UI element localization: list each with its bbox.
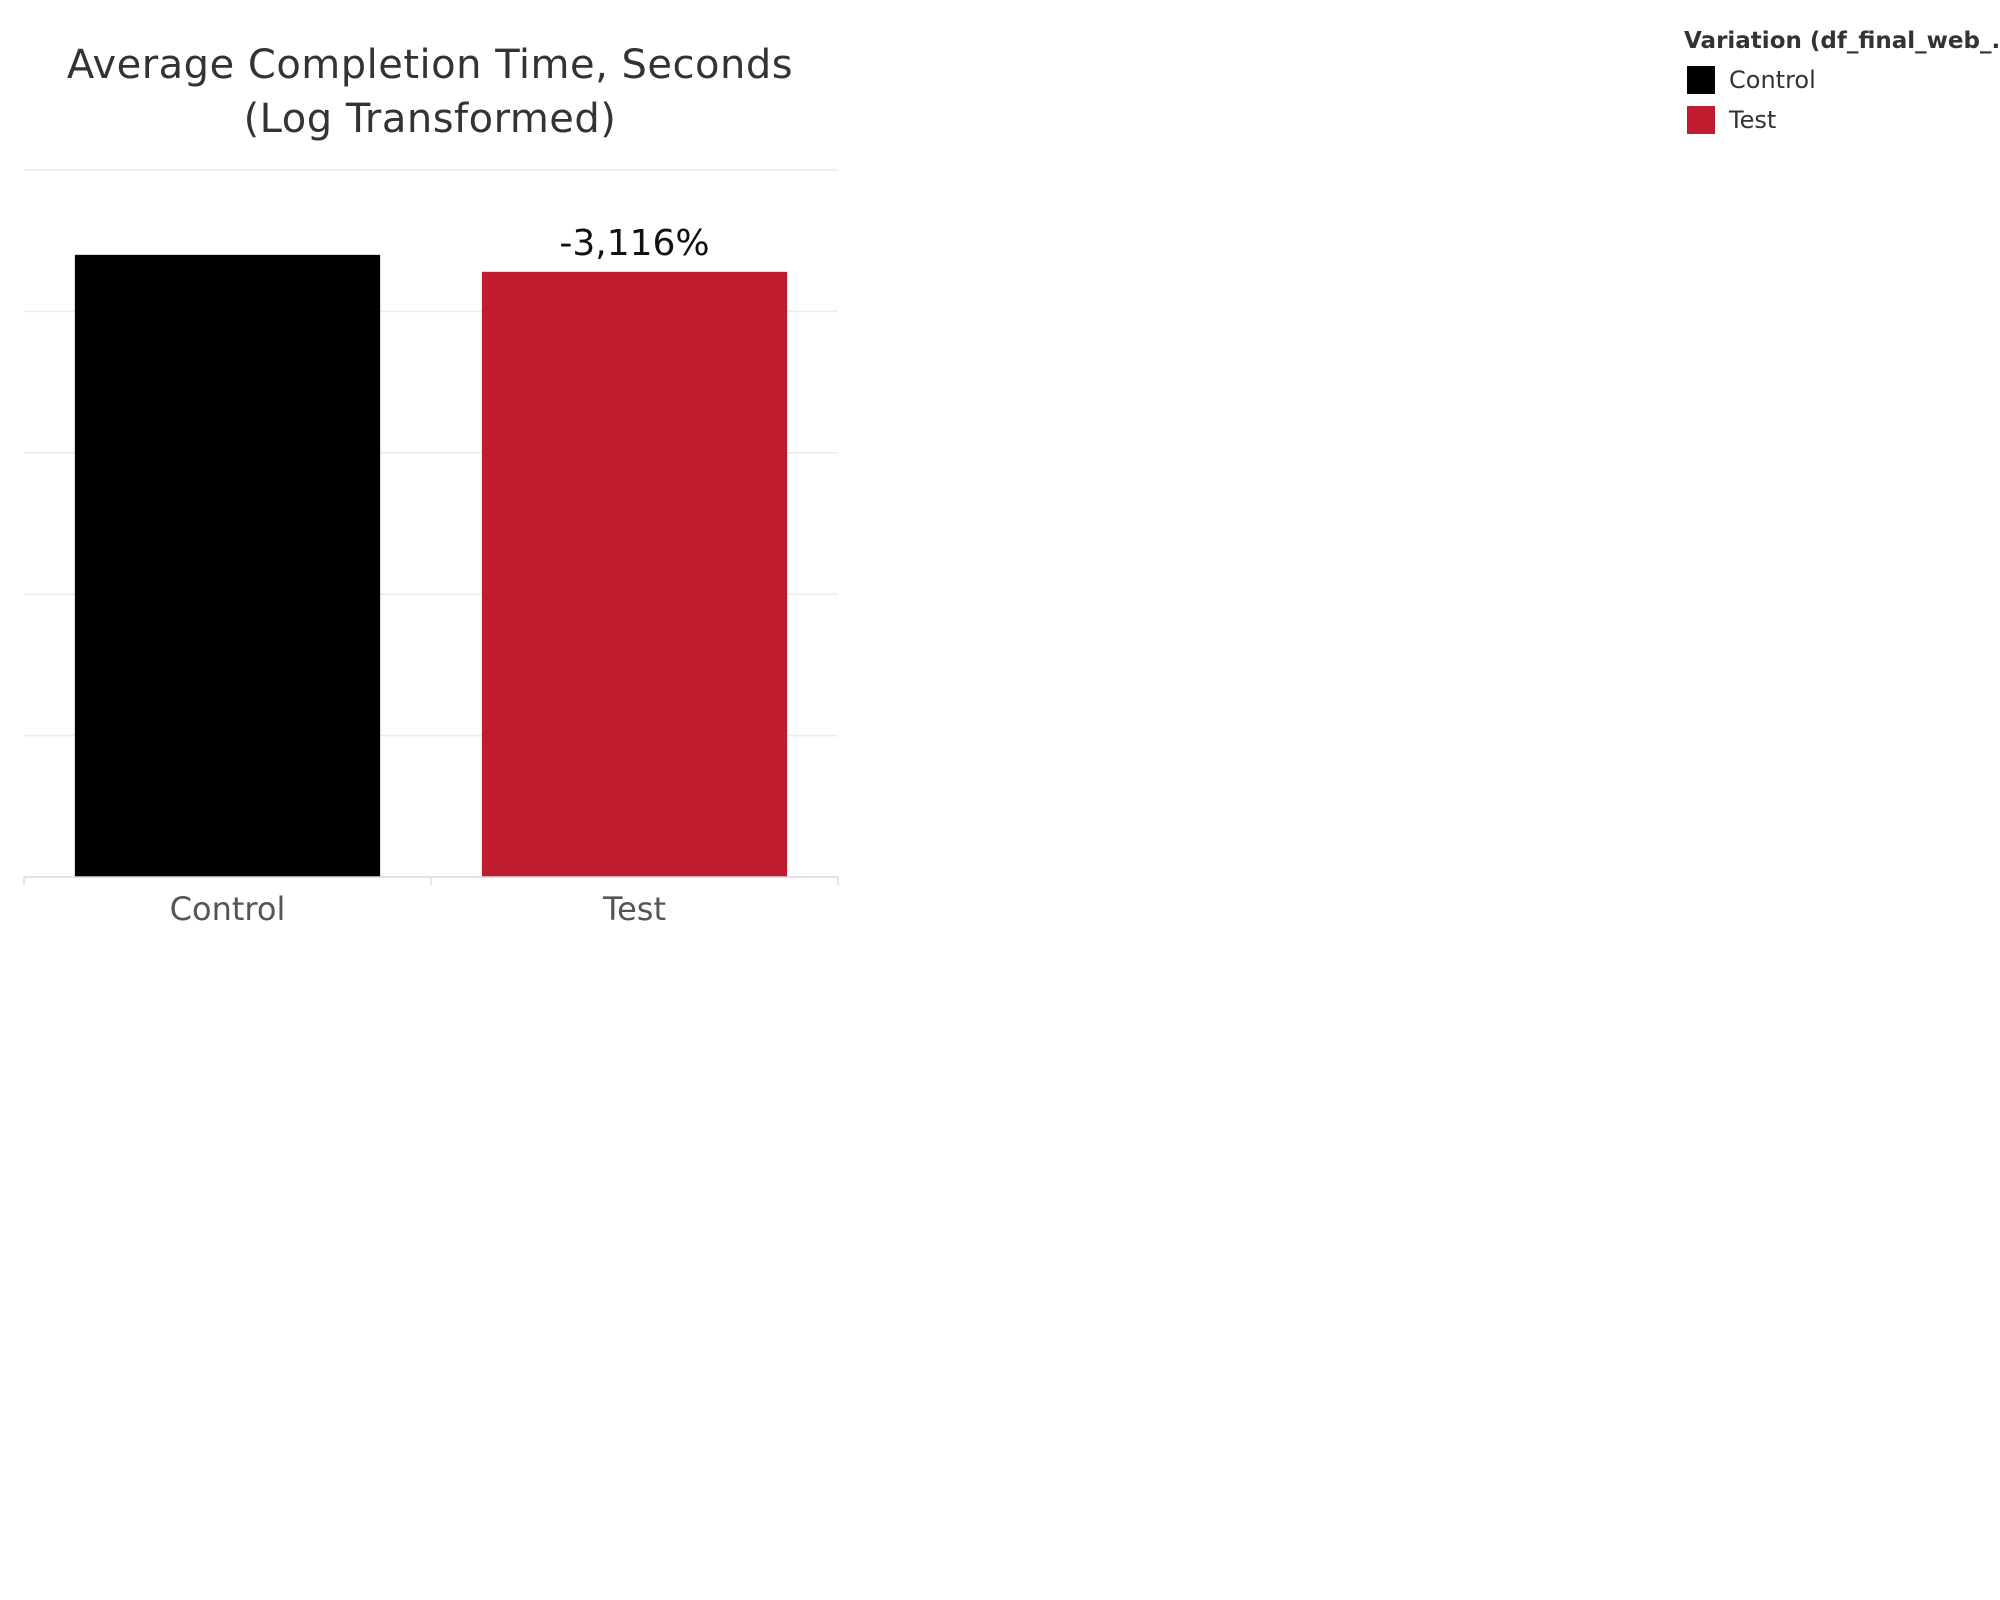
bar-control [74, 254, 381, 878]
x-tick-label-test: Test [602, 890, 666, 928]
x-tick-label-control: Control [170, 890, 286, 928]
data-label-test: -3,116% [559, 223, 709, 264]
legend-swatch-test [1687, 106, 1715, 134]
chart-title: Average Completion Time, Seconds (Log Tr… [24, 38, 836, 146]
legend-label-control: Control [1729, 66, 1816, 94]
legend[interactable]: Variation (df_final_web_.. Control Test [1684, 28, 2000, 140]
legend-title: Variation (df_final_web_.. [1684, 28, 2000, 54]
bar-test [481, 271, 788, 878]
legend-label-test: Test [1729, 106, 1777, 134]
legend-swatch-control [1687, 66, 1715, 94]
legend-item-test[interactable]: Test [1684, 100, 2000, 140]
chart-title-line-1: Average Completion Time, Seconds [66, 42, 794, 88]
legend-item-control[interactable]: Control [1684, 60, 2000, 100]
chart-title-line-2: (Log Transformed) [243, 96, 617, 142]
